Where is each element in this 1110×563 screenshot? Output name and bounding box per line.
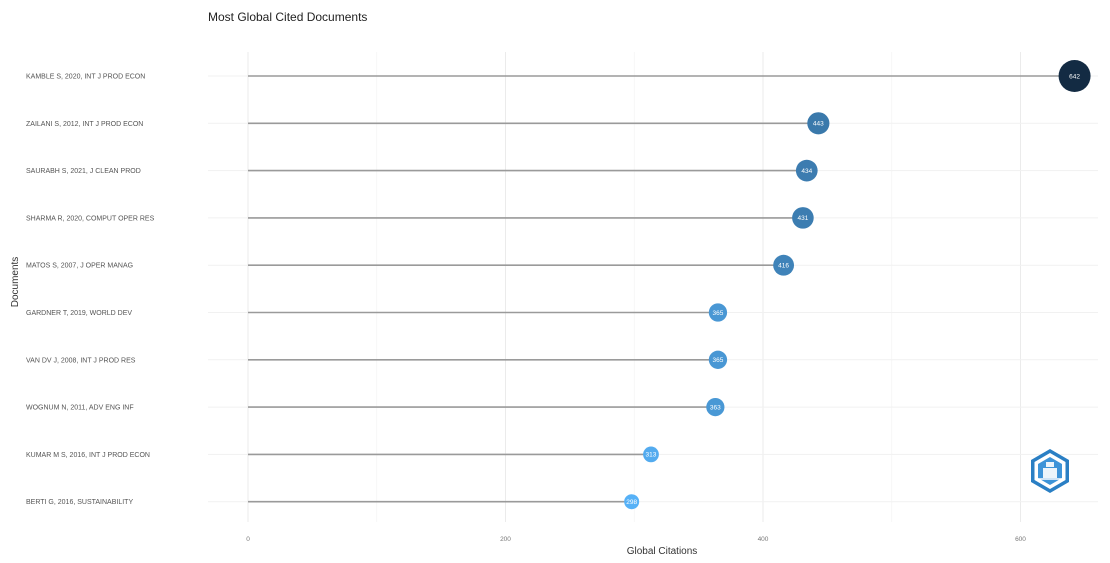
bibliometrix-logo-icon xyxy=(1031,449,1069,493)
lollipop-stems xyxy=(248,75,1075,503)
lollipop-point xyxy=(708,303,728,322)
point-value-label: 298 xyxy=(626,499,637,506)
document-label: VAN DV J, 2008, INT J PROD RES xyxy=(26,357,136,364)
document-label: BERTI G, 2016, SUSTAINABILITY xyxy=(26,499,133,506)
point-value-label: 416 xyxy=(778,263,789,270)
point-value-label: 365 xyxy=(713,357,724,364)
document-label: SAURABH S, 2021, J CLEAN PROD xyxy=(26,168,141,175)
document-label: KUMAR M S, 2016, INT J PROD ECON xyxy=(26,452,150,459)
point-value-label: 365 xyxy=(713,310,724,317)
document-label: ZAILANI S, 2012, INT J PROD ECON xyxy=(26,121,143,128)
lollipop-point xyxy=(795,159,818,182)
lollipop-point xyxy=(792,207,814,229)
x-axis-ticks: 0 200 400 600 xyxy=(246,536,1026,543)
lollipop-point xyxy=(807,112,830,135)
lollipop-point xyxy=(624,494,640,510)
point-value-label: 363 xyxy=(710,404,721,411)
x-tick-label: 200 xyxy=(500,536,511,543)
lollipop-point xyxy=(1058,60,1091,92)
point-value-label: 443 xyxy=(813,121,824,128)
lollipop-point xyxy=(773,254,795,276)
document-labels: KAMBLE S, 2020, INT J PROD ECON ZAILANI S… xyxy=(26,74,155,507)
lollipop-point xyxy=(643,446,659,463)
chart-title: Most Global Cited Documents xyxy=(208,10,367,24)
document-label: MATOS S, 2007, J OPER MANAG xyxy=(26,263,133,270)
y-axis-title: Documents xyxy=(10,257,21,308)
document-label: KAMBLE S, 2020, INT J PROD ECON xyxy=(26,74,145,81)
point-value-label: 431 xyxy=(797,215,808,222)
point-value-label: 434 xyxy=(801,168,812,175)
point-value-label: 642 xyxy=(1069,73,1080,80)
point-value-label: 313 xyxy=(646,452,657,459)
document-label: SHARMA R, 2020, COMPUT OPER RES xyxy=(26,215,155,222)
x-tick-label: 400 xyxy=(758,536,769,543)
x-axis-title: Global Citations xyxy=(627,546,698,557)
lollipop-point xyxy=(706,397,725,417)
lollipop-points: 642 443 434 431 416 365 365 363 313 298 xyxy=(624,60,1091,510)
lollipop-point xyxy=(708,350,728,369)
x-tick-label: 0 xyxy=(246,536,250,543)
document-label: GARDNER T, 2019, WORLD DEV xyxy=(26,310,132,317)
x-tick-label: 600 xyxy=(1015,536,1026,543)
document-label: WOGNUM N, 2011, ADV ENG INF xyxy=(26,405,134,412)
